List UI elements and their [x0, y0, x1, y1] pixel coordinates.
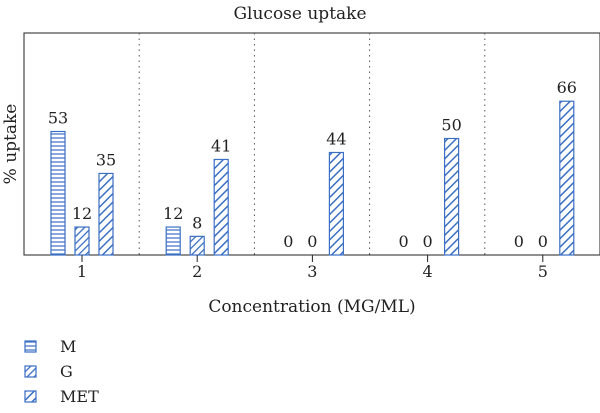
bar-met: [444, 137, 460, 256]
legend-label: MET: [60, 387, 99, 406]
data-label: 12: [72, 204, 92, 223]
legend-swatch-g: [24, 365, 37, 378]
bar-met: [559, 100, 575, 256]
bar-m: [50, 130, 66, 256]
data-label: 53: [48, 109, 68, 128]
x-tick-label: 2: [192, 262, 202, 281]
data-label: 8: [192, 213, 202, 232]
data-label: 0: [423, 232, 433, 251]
data-label: 12: [163, 204, 183, 223]
x-tick-label: 5: [538, 262, 548, 281]
data-label: 0: [307, 232, 317, 251]
legend: MG MET: [24, 337, 99, 406]
x-axis-ticks: 1 2 3 4 5: [77, 255, 548, 281]
data-label: 0: [283, 232, 293, 251]
x-tick-label: 3: [307, 262, 317, 281]
legend-label: M: [60, 337, 76, 356]
chart-title: Glucose uptake: [233, 4, 366, 24]
data-label: 0: [514, 232, 524, 251]
x-tick-label: 4: [423, 262, 433, 281]
x-tick-label: 1: [77, 262, 87, 281]
group-separators: [138, 33, 486, 255]
bar-met: [328, 151, 344, 256]
bars: [50, 100, 575, 256]
bar-m: [165, 226, 181, 256]
data-label: 41: [211, 136, 231, 155]
y-axis-label: % uptake: [1, 104, 21, 185]
bar-met: [213, 158, 229, 256]
legend-swatch-met: [24, 390, 37, 403]
bar-g: [74, 226, 90, 256]
legend-label: G: [60, 362, 73, 381]
data-label: 44: [326, 129, 346, 148]
data-label: 0: [538, 232, 548, 251]
data-label: 35: [96, 150, 116, 169]
data-label: 0: [399, 232, 409, 251]
bar-g: [189, 235, 205, 256]
data-label: 50: [441, 116, 461, 135]
legend-swatch-m: [24, 340, 37, 353]
x-axis-label: Concentration (MG/ML): [208, 297, 415, 317]
data-label: 66: [557, 78, 577, 97]
bar-met: [98, 172, 114, 256]
